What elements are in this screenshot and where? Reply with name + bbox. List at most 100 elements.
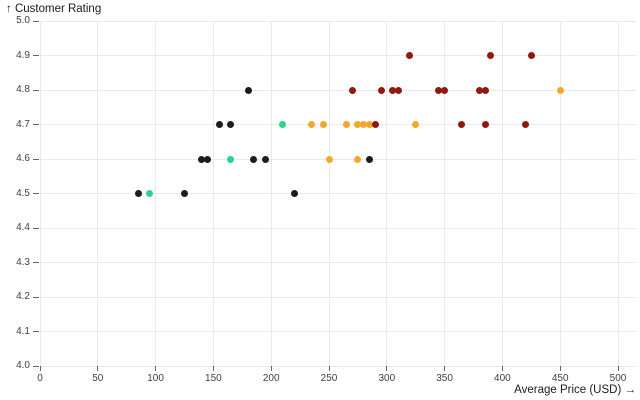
data-point[interactable] — [441, 86, 449, 94]
x-tick-label: 300 — [378, 373, 396, 384]
gridline-horizontal — [40, 55, 636, 56]
y-tick-mark — [33, 193, 39, 194]
data-point[interactable] — [458, 121, 466, 128]
data-point[interactable] — [250, 155, 258, 163]
data-point[interactable] — [204, 155, 212, 163]
data-point[interactable] — [198, 155, 206, 163]
gridline-horizontal — [40, 89, 636, 91]
y-axis-title: ↑ Customer Rating — [6, 3, 102, 15]
y-tick-mark — [33, 158, 39, 160]
data-point[interactable] — [365, 121, 373, 128]
gridline-vertical — [444, 21, 446, 366]
gridline-vertical — [97, 21, 99, 366]
x-axis-title: Average Price (USD) → — [514, 384, 636, 396]
y-tick-mark — [33, 20, 39, 22]
y-tick-mark — [33, 55, 39, 56]
data-point[interactable] — [365, 155, 373, 163]
x-tick-mark — [501, 366, 503, 371]
x-tick-mark — [155, 366, 157, 371]
x-tick-label: 250 — [320, 373, 338, 384]
data-point[interactable] — [435, 86, 443, 94]
x-tick-label: 100 — [147, 373, 164, 384]
y-tick-mark — [33, 89, 39, 91]
x-tick-label: 350 — [436, 373, 453, 384]
x-tick-mark — [386, 366, 388, 371]
data-point[interactable] — [412, 121, 420, 128]
gridline-vertical — [559, 21, 561, 366]
data-point[interactable] — [319, 121, 327, 128]
x-tick-mark — [444, 366, 446, 371]
x-tick-label: 400 — [494, 373, 511, 384]
y-tick-mark — [33, 124, 39, 125]
gridline-horizontal — [40, 262, 636, 263]
y-tick-label: 4.2 — [16, 291, 30, 302]
x-tick-label: 200 — [262, 373, 280, 384]
y-tick-label: 5.0 — [16, 15, 30, 26]
data-point[interactable] — [522, 121, 530, 128]
data-point[interactable] — [406, 52, 414, 59]
data-point[interactable] — [308, 121, 316, 128]
y-tick-mark — [33, 331, 39, 332]
gridline-horizontal — [40, 124, 636, 125]
data-point[interactable] — [227, 155, 235, 163]
data-point[interactable] — [389, 86, 397, 94]
y-tick-mark — [33, 227, 39, 229]
y-tick-label: 4.7 — [16, 118, 30, 130]
data-point[interactable] — [244, 86, 252, 94]
data-point[interactable] — [371, 121, 379, 128]
gridline-horizontal — [40, 158, 636, 160]
x-tick-mark — [328, 366, 330, 371]
gridline-vertical — [39, 21, 41, 366]
gridline-vertical — [212, 21, 214, 366]
x-tick-label: 150 — [205, 373, 222, 384]
data-point[interactable] — [261, 155, 269, 163]
data-point[interactable] — [134, 190, 142, 197]
x-tick-mark — [39, 366, 41, 371]
data-point[interactable] — [354, 121, 362, 128]
data-point[interactable] — [354, 155, 362, 163]
gridline-horizontal — [40, 193, 636, 194]
x-tick-mark — [270, 366, 272, 371]
data-point[interactable] — [215, 121, 223, 128]
data-point[interactable] — [481, 121, 489, 128]
data-point[interactable] — [325, 155, 333, 163]
data-point[interactable] — [481, 86, 489, 94]
data-point[interactable] — [290, 190, 298, 197]
data-point[interactable] — [394, 86, 402, 94]
data-point[interactable] — [487, 52, 495, 59]
gridline-vertical — [155, 21, 157, 366]
y-tick-label: 4.1 — [16, 325, 30, 337]
gridline-horizontal — [40, 331, 636, 332]
data-point[interactable] — [342, 121, 350, 128]
y-tick-label: 4.6 — [16, 153, 30, 164]
gridline-vertical — [617, 21, 619, 366]
data-point[interactable] — [181, 190, 188, 197]
data-point[interactable] — [279, 121, 287, 128]
x-tick-label: 50 — [92, 373, 104, 384]
gridline-horizontal — [40, 296, 636, 298]
data-point[interactable] — [475, 86, 483, 94]
y-tick-label: 4.9 — [16, 49, 30, 61]
x-tick-mark — [617, 366, 619, 371]
data-point[interactable] — [377, 86, 385, 94]
data-point[interactable] — [360, 121, 368, 128]
data-point[interactable] — [527, 52, 535, 59]
y-tick-label: 4.4 — [16, 222, 30, 233]
y-tick-mark — [33, 262, 39, 263]
x-tick-label: 450 — [551, 373, 569, 384]
y-tick-label: 4.0 — [16, 360, 30, 371]
x-tick-label: 500 — [609, 373, 627, 384]
gridline-vertical — [386, 21, 388, 366]
data-point[interactable] — [556, 86, 564, 94]
data-point[interactable] — [348, 86, 356, 94]
y-tick-label: 4.3 — [16, 256, 30, 268]
x-tick-mark — [212, 366, 214, 371]
gridline-horizontal — [40, 365, 636, 367]
x-tick-label: 0 — [37, 373, 43, 384]
data-point[interactable] — [146, 190, 154, 197]
gridline-vertical — [501, 21, 503, 366]
data-point[interactable] — [227, 121, 235, 128]
x-tick-mark — [559, 366, 561, 371]
